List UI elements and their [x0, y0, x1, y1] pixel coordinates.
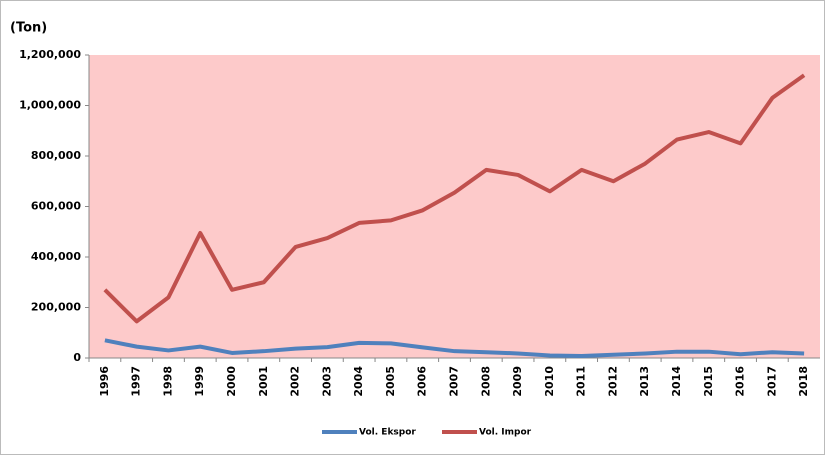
- x-tick-label: 2004: [352, 366, 365, 397]
- x-tick-label: 1996: [98, 366, 111, 397]
- y-tick-label: 0: [73, 351, 81, 364]
- x-tick-label: 2008: [479, 366, 492, 397]
- x-tick-label: 2016: [734, 366, 747, 397]
- y-tick-label: 400,000: [31, 250, 81, 263]
- x-tick-label: 2017: [765, 366, 778, 397]
- x-tick-label: 2007: [448, 366, 461, 397]
- x-tick-label: 2001: [257, 366, 270, 397]
- legend-label: Vol. Impor: [479, 428, 532, 438]
- x-tick-label: 2010: [543, 366, 556, 397]
- x-tick-label: 2002: [289, 366, 302, 397]
- x-tick-label: 2006: [416, 366, 429, 397]
- x-tick-label: 2003: [320, 366, 333, 397]
- x-tick-label: 2012: [606, 366, 619, 397]
- x-tick-label: 2018: [797, 366, 810, 397]
- x-tick-label: 2013: [638, 366, 651, 397]
- y-tick-label: 1,000,000: [19, 99, 81, 112]
- y-tick-label: 800,000: [31, 149, 81, 162]
- x-tick-label: 1999: [193, 366, 206, 397]
- y-tick-label: 600,000: [31, 200, 81, 213]
- data-line: [103, 73, 806, 324]
- x-tick-label: 2014: [670, 366, 683, 397]
- y-axis-label: (Ton): [10, 21, 47, 36]
- x-tick-label: 1998: [161, 366, 174, 397]
- x-tick-label: 2011: [575, 366, 588, 397]
- data-line: [104, 338, 805, 358]
- x-tick-label: 2015: [702, 366, 715, 397]
- plot-area: [89, 55, 820, 358]
- x-tick-label: 1997: [130, 366, 143, 397]
- legend-label: Vol. Ekspor: [359, 428, 416, 438]
- x-tick-label: 2005: [384, 366, 397, 397]
- y-tick-label: 1,200,000: [19, 48, 81, 61]
- y-tick-label: 200,000: [31, 301, 81, 314]
- x-tick-label: 2000: [225, 366, 238, 397]
- x-tick-label: 2009: [511, 366, 524, 397]
